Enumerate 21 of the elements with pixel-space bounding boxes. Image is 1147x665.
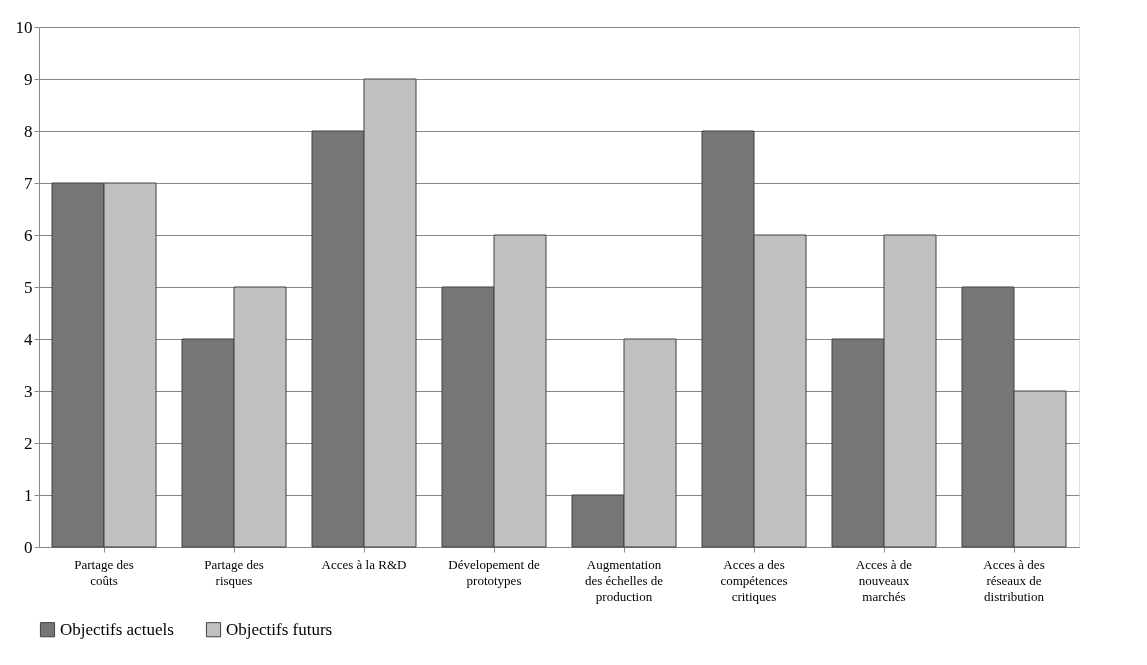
x-tick-label: Augmentation des échelles de production xyxy=(585,556,664,604)
y-tick-label: 0 xyxy=(24,537,33,557)
legend-label: Objectifs futurs xyxy=(226,619,333,639)
legend-label: Objectifs actuels xyxy=(60,619,174,639)
x-tick-label: Acces à la R&D xyxy=(321,556,407,572)
x-tick-label: Acces à de nouveaux marchés xyxy=(855,556,913,604)
y-tick-label: 6 xyxy=(24,225,33,245)
y-tick-label: 7 xyxy=(24,173,33,193)
y-tick-label: 3 xyxy=(24,381,33,401)
y-tick-label: 4 xyxy=(24,329,33,349)
x-tick-label: Acces à des réseaux de distribution xyxy=(983,556,1045,604)
y-tick-label: 9 xyxy=(24,69,33,89)
x-tick-label: Partage des risques xyxy=(204,556,264,588)
y-tick-label: 5 xyxy=(24,277,33,297)
y-tick-label: 10 xyxy=(15,17,33,37)
y-tick-label: 8 xyxy=(24,121,33,141)
x-tick-label: Partage des coûts xyxy=(74,556,134,588)
x-tick-label: Acces a des compétences critiques xyxy=(720,556,788,604)
x-tick-label: Dévelopement de prototypes xyxy=(448,556,540,588)
y-tick-label: 1 xyxy=(24,485,33,505)
y-tick-label: 2 xyxy=(24,433,33,453)
